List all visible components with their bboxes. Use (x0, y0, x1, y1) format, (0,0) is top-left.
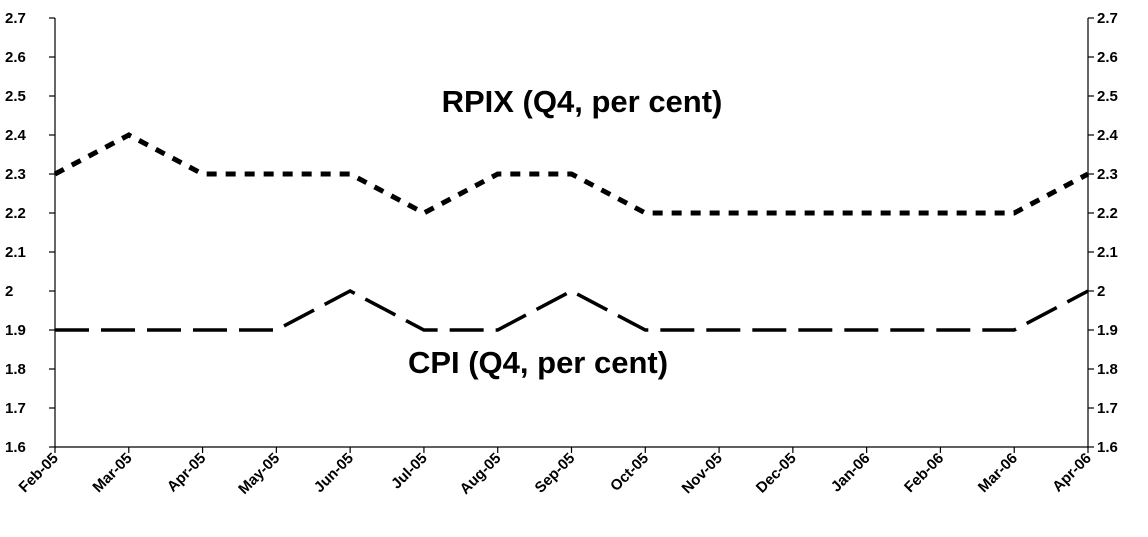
x-tick-label: Jun-05 (311, 450, 357, 496)
y-tick-label-right: 2.6 (1097, 49, 1118, 66)
x-tick-label: Nov-05 (679, 450, 726, 497)
y-tick-label-right: 2.3 (1097, 166, 1118, 183)
y-tick-label-left: 2.6 (5, 49, 26, 66)
y-tick-label-left: 2.1 (5, 244, 26, 261)
series-group (53, 132, 1090, 332)
y-tick-label-left: 1.8 (5, 361, 26, 378)
y-tick-label-right: 2.7 (1097, 10, 1118, 27)
y-tick-label-left: 1.7 (5, 400, 26, 417)
x-tick-label: Feb-05 (16, 450, 62, 496)
y-tick-label-right: 1.8 (1097, 361, 1118, 378)
y-tick-label-left: 1.6 (5, 439, 26, 456)
x-tick-label: Jul-05 (388, 450, 431, 493)
x-tick-label: Oct-05 (607, 450, 652, 495)
y-tick-label-right: 2.5 (1097, 88, 1118, 105)
y-tick-label-right: 2.2 (1097, 205, 1118, 222)
cpi-annotation: CPI (Q4, per cent) (408, 345, 668, 380)
y-tick-label-left: 2.7 (5, 10, 26, 27)
y-tick-label-left: 2.2 (5, 205, 26, 222)
y-tick-label-right: 1.7 (1097, 400, 1118, 417)
x-tick-label: Feb-06 (901, 450, 947, 496)
y-tick-label-left: 2.4 (5, 127, 27, 144)
x-tick-label: Jan-06 (828, 450, 874, 496)
x-tick-label: Apr-06 (1049, 450, 1095, 496)
axes (54, 18, 1089, 448)
y-axis-left: 1.6 1.7 1.8 1.9 2 2.1 2.2 2.3 2.4 2.5 2.6 2.7 (5, 10, 55, 456)
y-tick-label-left: 2.3 (5, 166, 26, 183)
x-axis: Feb-05 Mar-05 Apr-05 May-05 Jun-05 Jul-05 Aug-… (16, 447, 1095, 498)
x-tick-label: Sep-05 (532, 450, 579, 497)
y-tick-label-left: 1.9 (5, 322, 26, 339)
y-tick-label-left: 2.5 (5, 88, 26, 105)
x-tick-label: Aug-05 (457, 450, 505, 498)
cpi-series-line (55, 289, 1089, 332)
x-tick-label: May-05 (235, 450, 283, 498)
y-tick-label-right: 1.6 (1097, 439, 1118, 456)
y-axis-right: 1.6 1.7 1.8 1.9 2 2.1 2.2 2.3 2.4 2.5 2.6 2.7 (1088, 10, 1119, 456)
y-tick-label-right: 2 (1097, 283, 1105, 300)
rpix-annotation: RPIX (Q4, per cent) (442, 84, 723, 119)
x-tick-label: Mar-05 (89, 450, 135, 496)
y-tick-label-left: 2 (5, 283, 13, 300)
y-tick-label-right: 1.9 (1097, 322, 1118, 339)
y-tick-label-right: 2.1 (1097, 244, 1118, 261)
y-tick-label-right: 2.4 (1097, 127, 1119, 144)
x-tick-label: Dec-05 (753, 450, 800, 497)
x-tick-label: Mar-06 (975, 450, 1021, 496)
x-tick-label: Apr-05 (164, 450, 210, 496)
